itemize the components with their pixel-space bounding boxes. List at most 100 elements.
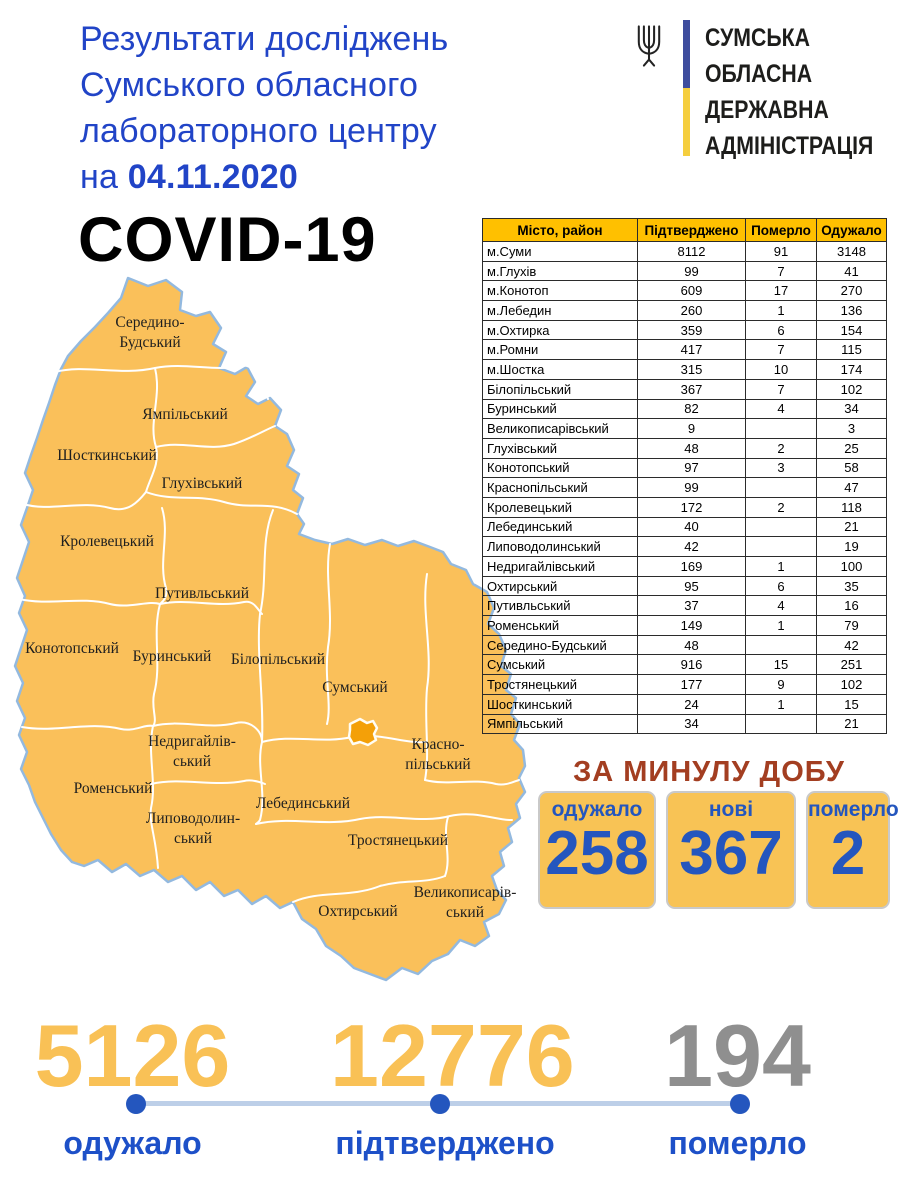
table-row: Тростянецький 177 9 102: [482, 674, 887, 695]
title-line-2: Сумського обласного: [80, 66, 419, 104]
value-cell: 251: [816, 654, 887, 676]
value-cell: 1: [745, 300, 817, 321]
value-cell: 2: [745, 437, 817, 459]
value-cell: 97: [637, 457, 746, 479]
value-cell: 9: [745, 674, 817, 695]
value-cell: 174: [816, 359, 887, 380]
table-row: Недригайлівський 169 1 100: [482, 556, 887, 577]
sumy-city-shape: [347, 717, 379, 747]
organization-name: СУМСЬКА ОБЛАСНА ДЕРЖАВНА АДМІНІСТРАЦІЯ: [705, 20, 903, 164]
value-cell: 359: [637, 319, 746, 341]
value-cell: [745, 477, 817, 498]
org-line-1: СУМСЬКА: [705, 24, 810, 52]
value-cell: 48: [637, 634, 746, 656]
map-district-labels: Середино-Будський Ямпільський Шосткинський…: [25, 314, 516, 921]
value-cell: 79: [816, 615, 887, 636]
value-cell: 7: [745, 339, 817, 361]
value-cell: 270: [816, 280, 887, 302]
value-cell: 8112: [637, 241, 746, 262]
map-district-label: Недригайлів-ський: [148, 733, 236, 770]
total-deaths: 194 померло: [640, 1012, 835, 1162]
connector-dot-2: [430, 1094, 450, 1114]
oblast-administration-logo: СУМСЬКА ОБЛАСНА ДЕРЖАВНА АДМІНІСТРАЦІЯ: [632, 20, 903, 164]
table-header-row: Місто, район Підтверджено Померло Одужало: [482, 218, 887, 242]
value-cell: 24: [637, 693, 746, 715]
value-cell: 34: [637, 713, 746, 735]
value-cell: 177: [637, 674, 746, 695]
title-date-line: на 04.11.2020: [80, 154, 448, 200]
value-cell: 315: [637, 359, 746, 380]
column-header: Померло: [745, 218, 817, 242]
org-line-4: АДМІНІСТРАЦІЯ: [705, 132, 874, 160]
table-row: м.Лебедин 260 1 136: [482, 300, 887, 321]
district-name-cell: Краснопільський: [482, 477, 638, 498]
table-row: Сумський 916 15 251: [482, 654, 887, 676]
map-district-label: Кролевецький: [60, 533, 154, 550]
value-cell: 99: [637, 477, 746, 498]
map-district-label: Глухівський: [162, 475, 243, 492]
value-cell: 149: [637, 615, 746, 636]
recovered-box: одужало 258: [538, 791, 656, 909]
value-cell: 41: [816, 260, 887, 282]
report-date: 04.11.2020: [127, 158, 299, 196]
column-header: Місто, район: [482, 218, 638, 242]
deaths-box: померло 2: [806, 791, 899, 909]
total-recovered: 5126 одужало: [25, 1012, 240, 1162]
district-name-cell: м.Ромни: [482, 339, 638, 361]
value-cell: 95: [637, 575, 746, 597]
district-name-cell: Кролевецький: [482, 496, 638, 518]
map-district-label: Ямпільський: [142, 406, 228, 423]
new-cases-box: нові 367: [666, 791, 796, 909]
total-confirmed-label: підтверджено: [335, 1125, 555, 1161]
value-cell: 3: [745, 457, 817, 479]
district-name-cell: Охтирський: [482, 575, 638, 597]
map-district-label: Красно-пільський: [405, 736, 470, 773]
flag-bar: [683, 20, 690, 156]
value-cell: 609: [637, 280, 746, 302]
district-name-cell: м.Суми: [482, 241, 638, 262]
table-header: Місто, район Підтверджено Померло Одужало: [482, 218, 887, 242]
new-cases-box-value: 367: [679, 819, 783, 888]
district-name-cell: Роменський: [482, 615, 638, 636]
value-cell: 172: [637, 496, 746, 518]
value-cell: 16: [816, 595, 887, 617]
district-name-cell: Буринський: [482, 398, 638, 420]
value-cell: 19: [816, 536, 887, 557]
table-row: Конотопський 97 3 58: [482, 457, 887, 479]
table-row: м.Ромни 417 7 115: [482, 339, 887, 361]
district-name-cell: Ямпільський: [482, 713, 638, 735]
org-line-3: ДЕРЖАВНА: [705, 96, 829, 124]
total-confirmed-value: 12776: [330, 1006, 575, 1105]
table-row: м.Глухів 99 7 41: [482, 260, 887, 282]
title-line-1: Результати досліджень: [80, 20, 449, 58]
value-cell: [745, 713, 817, 735]
date-prefix: на: [80, 158, 128, 196]
value-cell: 102: [816, 378, 887, 400]
map-district-label: Середино-Будський: [115, 314, 184, 351]
value-cell: 102: [816, 674, 887, 695]
connector-dot-3: [730, 1094, 750, 1114]
value-cell: 82: [637, 398, 746, 420]
map-district-label: Сумський: [322, 679, 387, 696]
table-row: м.Шостка 315 10 174: [482, 359, 887, 380]
table-row: Шосткинський 24 1 15: [482, 693, 887, 715]
district-name-cell: Лебединський: [482, 516, 638, 538]
map-district-label: Буринський: [133, 648, 212, 665]
recovered-box-value: 258: [545, 819, 649, 888]
total-recovered-label: одужало: [63, 1125, 202, 1161]
value-cell: 48: [637, 437, 746, 459]
value-cell: 42: [816, 634, 887, 656]
table-row: Охтирський 95 6 35: [482, 575, 887, 597]
district-name-cell: м.Конотоп: [482, 280, 638, 302]
district-name-cell: Тростянецький: [482, 674, 638, 695]
value-cell: 35: [816, 575, 887, 597]
value-cell: 1: [745, 615, 817, 636]
column-header: Підтверджено: [637, 218, 746, 242]
district-name-cell: Недригайлівський: [482, 556, 638, 577]
district-name-cell: м.Лебедин: [482, 300, 638, 321]
district-name-cell: м.Шостка: [482, 359, 638, 380]
table-row: м.Охтирка 359 6 154: [482, 319, 887, 341]
covid-heading: COVID-19: [78, 205, 377, 275]
value-cell: 15: [816, 693, 887, 715]
